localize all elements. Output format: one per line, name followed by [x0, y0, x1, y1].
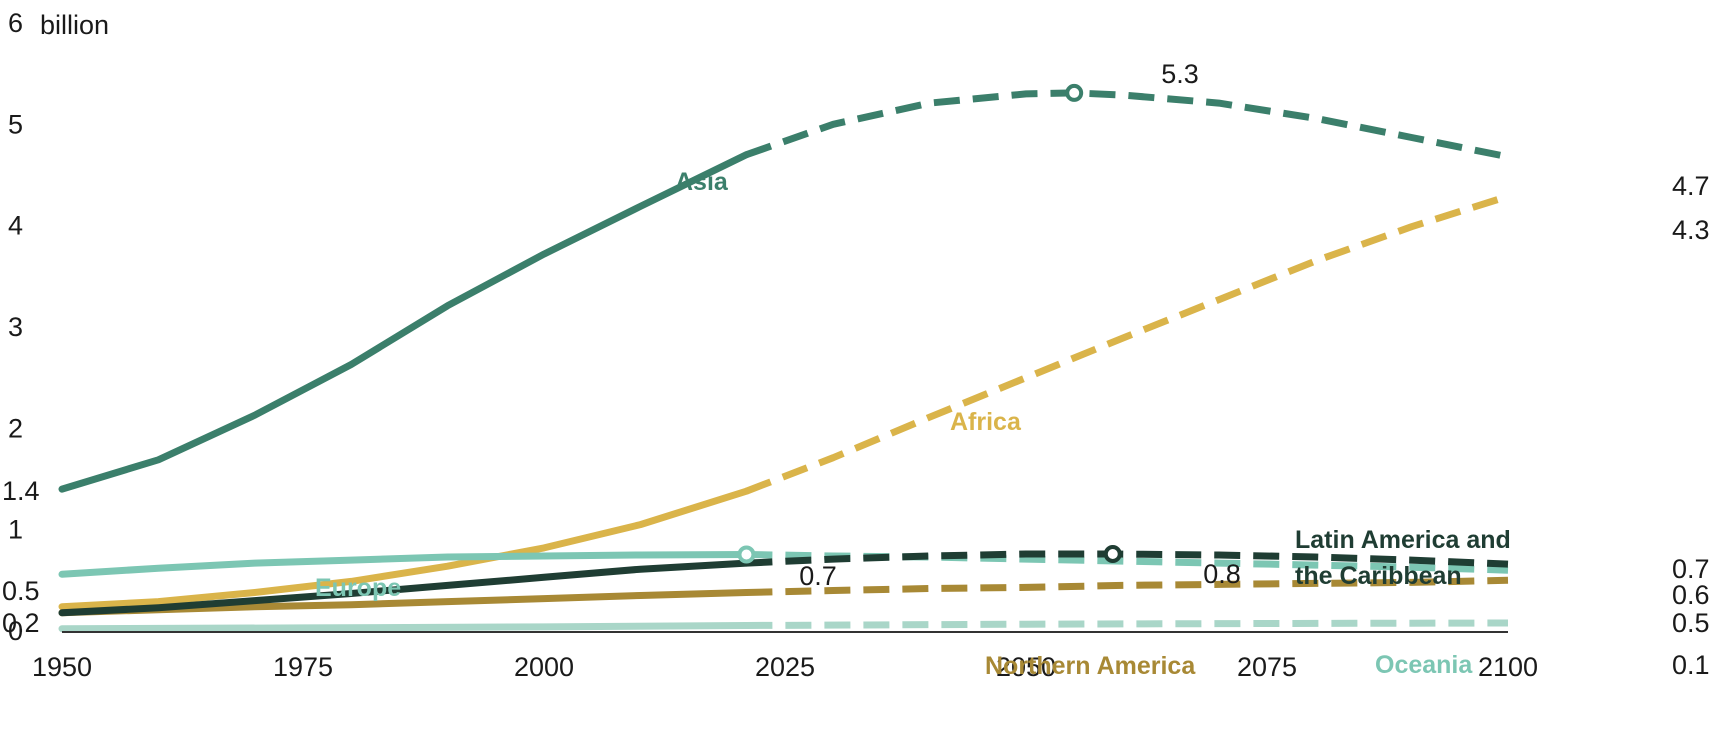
start-label-europe: 0.5 [2, 576, 40, 606]
series-labels: Asia Africa Europe Latin America and the … [315, 168, 1511, 680]
peak-label-asia: 5.3 [1161, 59, 1199, 89]
series-label-africa: Africa [950, 408, 1022, 436]
x-tick-label: 2075 [1237, 652, 1297, 682]
end-label-latin-america: 0.7 [1672, 554, 1710, 584]
y-tick-label: 3 [8, 312, 23, 342]
series-label-europe: Europe [315, 574, 401, 602]
end-label-africa: 4.3 [1672, 215, 1710, 245]
value-labels: 1.4 0.5 0.2 4.7 4.3 0.7 0.6 0.5 0.1 5.3 … [2, 59, 1710, 680]
line-latin-america-and-the-caribbean-solid [58, 559, 750, 617]
y-tick-label: 2 [8, 413, 23, 443]
peak-label-europe: 0.7 [799, 561, 837, 591]
peak-label-latin-america: 0.8 [1203, 559, 1241, 589]
end-label-europe: 0.6 [1672, 580, 1710, 610]
y-tick-label: 1 [8, 515, 23, 545]
line-africa-projected [745, 192, 1510, 495]
start-label-asia: 1.4 [2, 476, 40, 506]
y-tick-label: 4 [8, 211, 23, 241]
start-label-northern-america: 0.2 [2, 608, 40, 638]
line-oceania-solid [58, 622, 750, 633]
peak-markers [737, 83, 1122, 564]
peak-marker-latin-america [1103, 545, 1122, 563]
end-label-asia: 4.7 [1672, 171, 1710, 201]
x-tick-label: 1975 [273, 652, 333, 682]
series-label-asia: Asia [675, 168, 729, 196]
series-lines [58, 89, 1510, 633]
series-label-oceania: Oceania [1375, 651, 1473, 679]
y-tick-label: 0 [8, 616, 23, 646]
y-tick-label: 5 [8, 109, 23, 139]
x-tick-label: 2100 [1478, 652, 1538, 682]
x-tick-label: 2025 [755, 652, 815, 682]
y-tick-label: 6 [8, 8, 23, 38]
tick-labels: 1950 1975 2000 2025 2050 2075 2100 0 1 2 3 4 5 6 [8, 8, 1538, 682]
line-northern-america-projected [746, 576, 1509, 596]
x-tick-label: 2050 [996, 652, 1056, 682]
y-unit-label: billion [40, 10, 109, 40]
line-europe-solid [58, 551, 750, 578]
end-label-oceania: 0.1 [1672, 650, 1710, 680]
line-asia-solid [58, 151, 750, 493]
peak-marker-asia [1065, 83, 1084, 102]
peak-marker-europe [737, 545, 756, 564]
line-oceania-projected [746, 619, 1509, 629]
end-label-northern-america: 0.5 [1672, 608, 1710, 638]
line-asia-projected [745, 89, 1509, 161]
series-label-latin-america: Latin America and the Caribbean [1295, 526, 1511, 590]
x-tick-label: 1950 [32, 652, 92, 682]
line-africa-solid [58, 487, 750, 611]
series-label-northern-america: Northern America [985, 652, 1196, 680]
x-tick-label: 2000 [514, 652, 574, 682]
